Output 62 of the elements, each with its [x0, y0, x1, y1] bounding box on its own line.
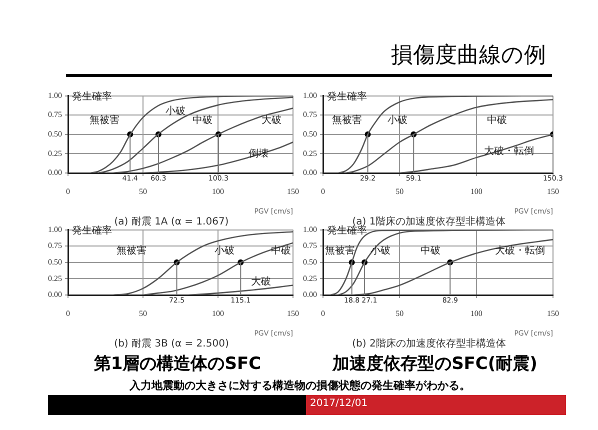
y-tick-label: 0.00 — [303, 168, 317, 178]
annotation: 無被害 — [332, 114, 362, 126]
x-tick-label: 0 — [66, 186, 70, 196]
annotation: 中破 — [486, 114, 507, 126]
y-tick-label: 1.00 — [303, 90, 317, 100]
annotation: 小破 — [214, 244, 235, 256]
x-tick-label: 50 — [139, 308, 147, 318]
x-tick-label: 50 — [139, 186, 147, 196]
y-tick-label: 0.75 — [303, 241, 317, 250]
y-tick-label: 0.25 — [303, 148, 317, 158]
text: 入力地震動の大きさに対する構造物の損傷状態の発生確率がわかる。 — [128, 378, 472, 393]
x-tick-label: 100 — [470, 186, 482, 196]
y-axis-title: 発生確率 — [327, 90, 367, 102]
annotation: 無被害 — [116, 244, 146, 256]
annotation: 無被害 — [89, 114, 120, 126]
x-tick-label: 150 — [287, 186, 299, 196]
x-tick-label: 0 — [66, 308, 70, 318]
y-tick-label: 0.75 — [48, 110, 62, 120]
y-axis-title: 発生確率 — [327, 224, 367, 236]
y-tick-label: 1.00 — [48, 90, 62, 100]
y-tick-label: 1.00 — [303, 224, 317, 234]
annotation: 大破・転倒 — [495, 244, 546, 256]
annotation: 大破 — [262, 114, 282, 126]
text: 2017/12/01 — [310, 398, 369, 409]
x-tick-label: 0 — [321, 308, 325, 318]
x-tick-label: 100 — [212, 308, 224, 318]
y-axis-title: 発生確率 — [72, 90, 112, 102]
y-tick-label: 0.50 — [303, 257, 317, 266]
y-tick-label: 0.25 — [48, 148, 62, 158]
annotation: 無被害 — [325, 244, 355, 256]
text: (a) 耐震 1A (α = 1.067) — [114, 216, 229, 228]
y-tick-label: 0.00 — [48, 290, 62, 300]
x-tick-label: 100 — [212, 186, 224, 196]
x-tick-label: 100 — [470, 308, 482, 318]
text: 加速度依存型のSFC(耐震) — [331, 353, 538, 375]
x-tick-label: 150 — [287, 308, 299, 318]
x-tick-label: 50 — [396, 186, 404, 196]
y-tick-label: 0.00 — [303, 290, 317, 300]
y-tick-label: 0.25 — [303, 274, 317, 283]
text: (b) 耐震 3B (α = 2.500) — [114, 338, 229, 350]
text: 第1層の構造体のSFC — [92, 353, 262, 375]
text: (b) 2階床の加速度依存型非構造体 — [352, 338, 506, 350]
y-tick-label: 0.75 — [48, 241, 62, 250]
annotation: 小破 — [388, 114, 408, 126]
y-tick-label: 0.25 — [48, 274, 62, 283]
y-tick-label: 0.00 — [48, 168, 62, 178]
x-tick-label: 50 — [396, 308, 404, 318]
y-tick-label: 1.00 — [48, 224, 62, 234]
annotation: 小破 — [165, 104, 186, 117]
annotation: 大破 — [251, 276, 272, 288]
y-axis-title: 発生確率 — [72, 224, 112, 236]
y-tick-label: 0.50 — [303, 129, 317, 138]
y-tick-label: 0.75 — [303, 110, 317, 120]
annotation: 中破 — [271, 244, 291, 256]
annotation: 中破 — [420, 244, 440, 256]
x-tick-label: 150 — [547, 186, 559, 196]
x-tick-label: 150 — [547, 308, 559, 318]
x-tick-label: 0 — [321, 186, 325, 196]
y-tick-label: 0.50 — [48, 257, 62, 266]
text: 損傷度曲線の例 — [391, 42, 546, 70]
y-tick-label: 0.50 — [48, 129, 62, 138]
annotation: 中破 — [192, 114, 212, 126]
